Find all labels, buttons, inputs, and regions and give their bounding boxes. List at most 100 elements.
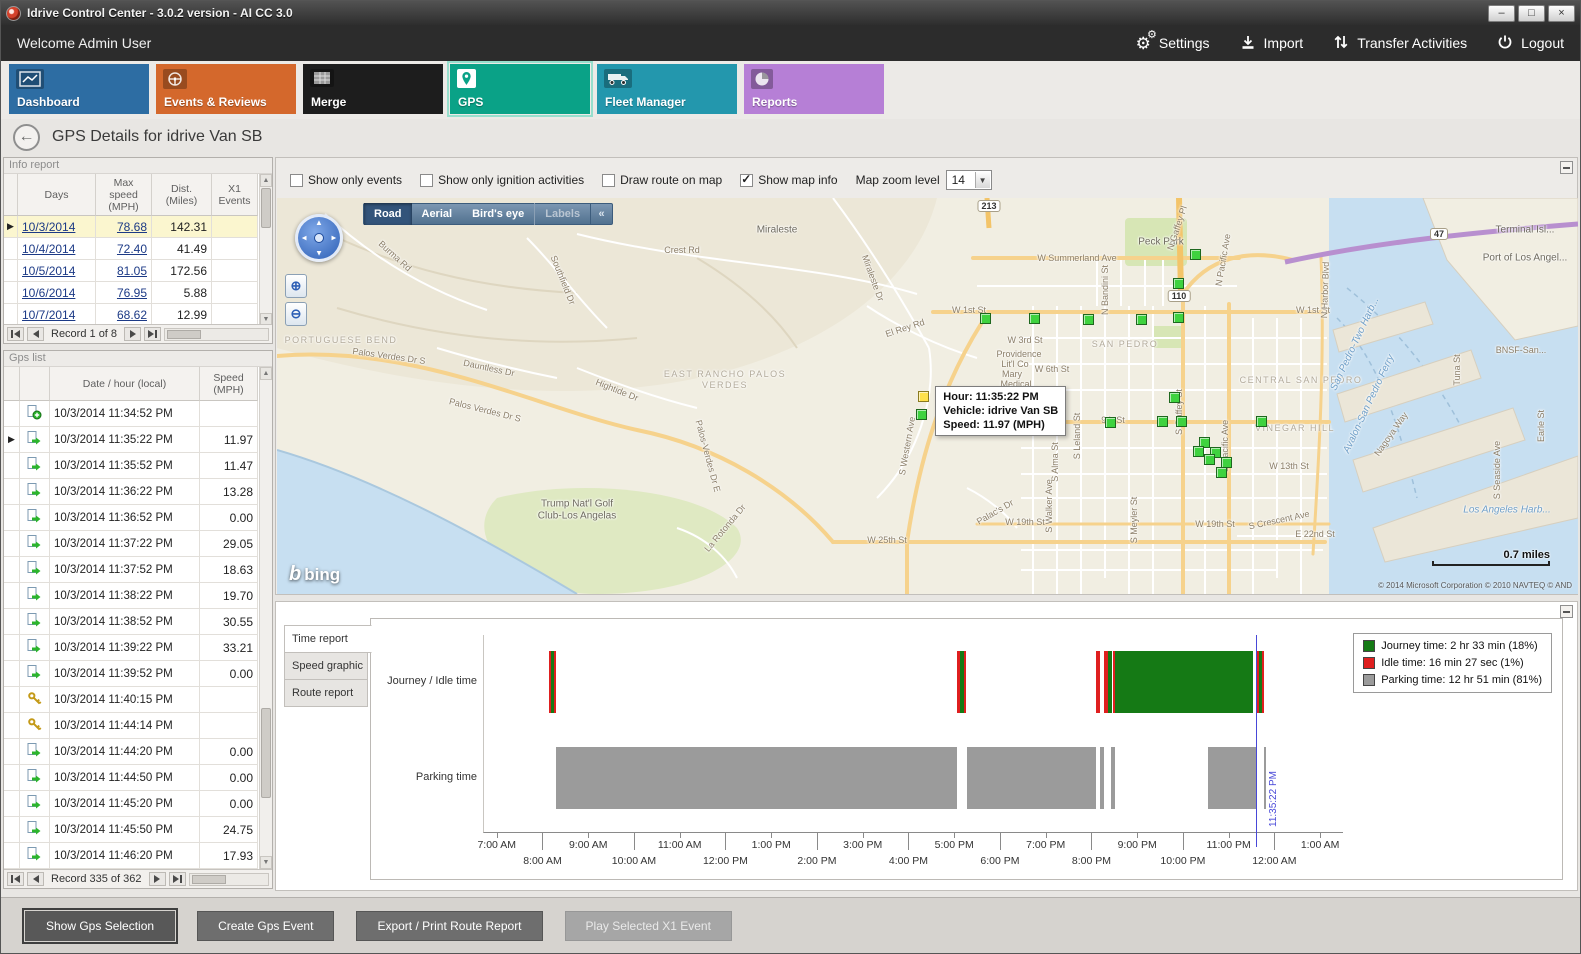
datetime-cell[interactable]: 10/3/2014 11:37:22 PM — [50, 531, 200, 557]
scroll-down-icon[interactable]: ▼ — [260, 856, 272, 869]
max-speed-link[interactable]: 81.05 — [116, 263, 147, 278]
datetime-cell[interactable]: 10/3/2014 11:36:52 PM — [50, 505, 200, 531]
gps-marker[interactable] — [1172, 311, 1184, 323]
close-icon[interactable]: × — [1548, 4, 1575, 22]
checkbox-show-map-info[interactable]: Show map info — [740, 172, 838, 187]
gps-marker[interactable] — [980, 313, 992, 325]
datetime-cell[interactable]: 10/3/2014 11:39:52 PM — [50, 661, 200, 687]
prev-record-button[interactable] — [27, 327, 44, 341]
checkbox-show-only-events[interactable]: Show only events — [290, 173, 402, 187]
nav-tab-fleet-manager[interactable]: Fleet Manager — [597, 64, 737, 114]
nav-tab-dashboard[interactable]: Dashboard — [9, 64, 149, 114]
day-cell[interactable]: 10/3/2014 — [18, 216, 96, 238]
max-speed-link[interactable]: 72.40 — [116, 241, 147, 256]
collapse-map-tabs-icon[interactable]: « — [590, 203, 612, 225]
checkbox-icon[interactable] — [290, 173, 303, 187]
logout-action[interactable]: Logout — [1497, 34, 1564, 53]
first-record-button[interactable] — [7, 327, 24, 341]
gps-marker[interactable] — [1210, 447, 1222, 459]
prev-record-button[interactable] — [27, 872, 44, 886]
datetime-cell[interactable]: 10/3/2014 11:34:52 PM — [50, 401, 200, 427]
scroll-up-icon[interactable]: ▲ — [260, 174, 272, 187]
first-record-button[interactable] — [7, 872, 24, 886]
pan-south-icon[interactable]: ▲ — [315, 249, 323, 258]
pan-north-icon[interactable]: ▲ — [315, 218, 323, 227]
selected-gps-marker[interactable] — [917, 391, 929, 403]
day-cell[interactable]: 10/6/2014 — [18, 282, 96, 304]
checkbox-show-only-ignition-activities[interactable]: Show only ignition activities — [420, 173, 584, 187]
settings-action[interactable]: ⚙ ⚙ Settings — [1136, 29, 1210, 52]
datetime-cell[interactable]: 10/3/2014 11:44:20 PM — [50, 739, 200, 765]
map-style-tab-aerial[interactable]: Aerial — [421, 208, 453, 220]
datetime-cell[interactable]: 10/3/2014 11:35:52 PM — [50, 453, 200, 479]
gps-marker[interactable] — [1104, 416, 1116, 428]
next-record-button[interactable] — [124, 327, 142, 341]
gps-marker[interactable] — [1136, 313, 1148, 325]
datetime-cell[interactable]: 10/3/2014 11:38:52 PM — [50, 609, 200, 635]
nav-tab-merge[interactable]: Merge — [303, 64, 443, 114]
checkbox-icon[interactable] — [602, 173, 616, 187]
pan-east-icon[interactable]: ▲ — [329, 234, 339, 242]
datetime-cell[interactable]: 10/3/2014 11:37:52 PM — [50, 557, 200, 583]
scroll-thumb[interactable] — [261, 708, 271, 799]
gps-marker[interactable] — [1215, 466, 1227, 478]
datetime-cell[interactable]: 10/3/2014 11:40:15 PM — [50, 687, 200, 713]
collapse-chart-panel-button[interactable] — [1560, 605, 1573, 618]
info-record-hscrollbar[interactable] — [164, 327, 269, 341]
datetime-cell[interactable]: 10/3/2014 11:38:22 PM — [50, 583, 200, 609]
day-link[interactable]: 10/6/2014 — [22, 285, 76, 300]
chevron-down-icon[interactable]: ▼ — [974, 172, 990, 188]
gps-marker[interactable] — [1168, 391, 1180, 403]
datetime-cell[interactable]: 10/3/2014 11:35:22 PM — [50, 427, 200, 453]
transfer-activities-action[interactable]: Transfer Activities — [1333, 34, 1467, 53]
report-tab-time-report[interactable]: Time report — [284, 625, 372, 653]
checkbox-draw-route-on-map[interactable]: Draw route on map — [602, 173, 722, 187]
last-record-button[interactable] — [144, 327, 162, 341]
day-link[interactable]: 10/7/2014 — [22, 307, 76, 322]
gps-marker[interactable] — [1082, 313, 1094, 325]
compass-center-icon[interactable] — [314, 233, 324, 243]
info-table-vscrollbar[interactable]: ▲ ▼ — [259, 174, 272, 326]
show-gps-selection-button[interactable]: Show Gps Selection — [21, 907, 179, 944]
export-print-route-report-button[interactable]: Export / Print Route Report — [356, 910, 543, 941]
checkbox-icon[interactable] — [740, 172, 754, 187]
maximize-icon[interactable]: □ — [1518, 4, 1545, 22]
last-record-button[interactable] — [168, 872, 186, 886]
day-cell[interactable]: 10/4/2014 — [18, 238, 96, 260]
gps-marker[interactable] — [1156, 416, 1168, 428]
report-tab-speed-graphic[interactable]: Speed graphic — [284, 652, 368, 680]
checkbox-icon[interactable] — [420, 173, 434, 187]
map-style-tab-road[interactable]: Road — [364, 203, 412, 225]
max-speed-link[interactable]: 78.68 — [116, 219, 147, 234]
gps-marker[interactable] — [1255, 416, 1267, 428]
gps-marker[interactable] — [1193, 445, 1205, 457]
map-style-tab-bird-s-eye[interactable]: Bird's eye — [472, 208, 525, 220]
next-record-button[interactable] — [148, 872, 166, 886]
back-button[interactable]: ← — [13, 123, 40, 151]
max-speed-cell[interactable]: 78.68 — [96, 216, 152, 238]
scroll-thumb[interactable] — [167, 329, 202, 339]
map-zoom-in-button[interactable]: ⊕ — [285, 274, 307, 298]
report-tab-route-report[interactable]: Route report — [284, 679, 368, 707]
gps-record-hscrollbar[interactable] — [188, 872, 269, 886]
gps-marker[interactable] — [1203, 454, 1215, 466]
import-action[interactable]: Import — [1240, 34, 1303, 53]
datetime-cell[interactable]: 10/3/2014 11:39:22 PM — [50, 635, 200, 661]
datetime-cell[interactable]: 10/3/2014 11:45:50 PM — [50, 817, 200, 843]
nav-tab-gps[interactable]: GPS — [447, 61, 593, 117]
scroll-thumb[interactable] — [191, 874, 226, 884]
max-speed-cell[interactable]: 76.95 — [96, 282, 152, 304]
day-link[interactable]: 10/3/2014 — [22, 219, 76, 234]
gps-marker[interactable] — [1172, 277, 1184, 289]
day-cell[interactable]: 10/7/2014 — [18, 304, 96, 326]
gps-marker[interactable] — [1029, 313, 1041, 325]
datetime-cell[interactable]: 10/3/2014 11:36:22 PM — [50, 479, 200, 505]
minimize-icon[interactable]: – — [1488, 4, 1515, 22]
scroll-thumb[interactable] — [261, 188, 271, 228]
max-speed-cell[interactable]: 68.62 — [96, 304, 152, 326]
scroll-up-icon[interactable]: ▲ — [260, 367, 272, 380]
pan-west-icon[interactable]: ▲ — [299, 234, 309, 242]
nav-tab-events-reviews[interactable]: Events & Reviews — [156, 64, 296, 114]
datetime-cell[interactable]: 10/3/2014 11:46:20 PM — [50, 843, 200, 869]
map-compass-control[interactable]: ▲ ▲ ▲ ▲ — [295, 214, 343, 262]
